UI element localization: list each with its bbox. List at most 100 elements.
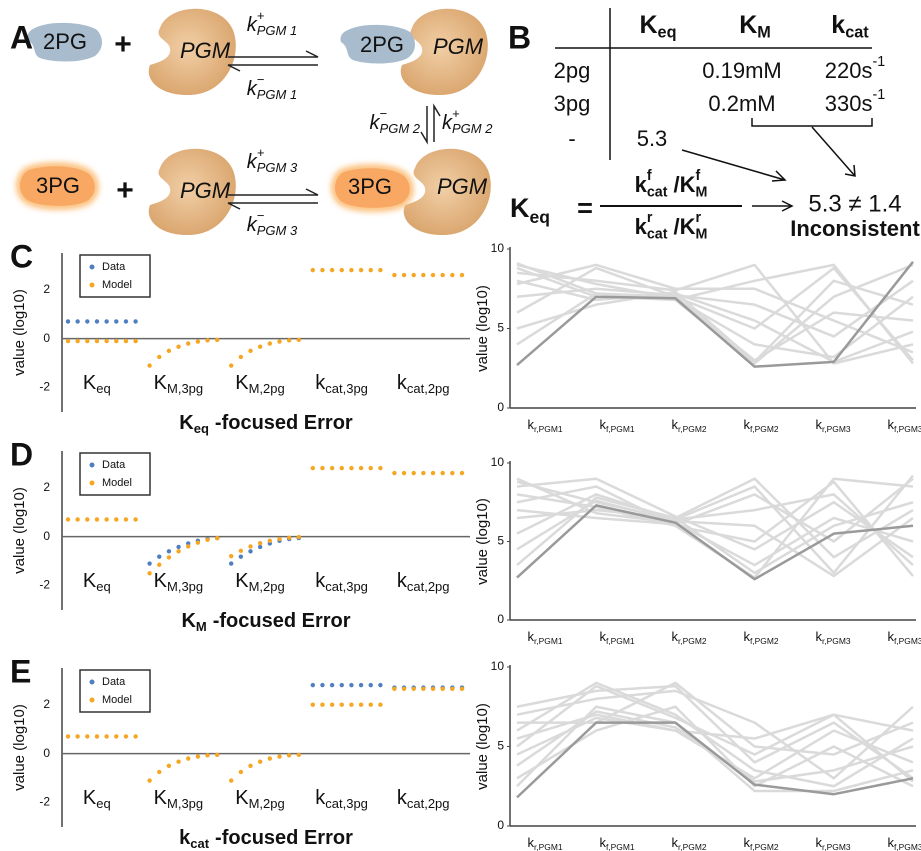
cell: 0.2mM (708, 91, 775, 116)
chart-title: Keq-focused Error (179, 412, 353, 436)
row-label: 3pg (554, 91, 591, 116)
dot (248, 349, 252, 353)
dot (104, 517, 108, 521)
x-tick-label: kf,PGM2 (743, 417, 778, 434)
text-part: + (257, 145, 265, 160)
text-part: k (635, 172, 648, 197)
arrow (228, 51, 318, 57)
dot (311, 683, 315, 687)
x-tick-label: kcat,3pg (315, 787, 368, 811)
x-tick-label: KM,2pg (235, 372, 284, 396)
dot (440, 471, 444, 475)
dot (320, 466, 324, 470)
text-part: k (635, 214, 648, 239)
text-part: f,PGM3 (894, 636, 921, 646)
y-tick-label: 0 (497, 818, 504, 832)
dot (196, 754, 200, 758)
dot (450, 471, 454, 475)
panel-label: D (10, 436, 33, 472)
dot (440, 687, 444, 691)
dot (133, 734, 137, 738)
plus: + (114, 28, 132, 61)
x-tick-label: kcat,2pg (397, 787, 450, 811)
numerator: kfcat/KfM (635, 168, 708, 201)
dot (104, 734, 108, 738)
text-part: PGM 1 (257, 87, 297, 102)
dot (85, 517, 89, 521)
text-part: − (257, 72, 265, 87)
text-part: K (680, 172, 696, 197)
dot (340, 268, 344, 272)
text-part: f,PGM1 (606, 636, 635, 646)
x-tick-label: kr,PGM3 (815, 417, 850, 434)
text-part: PGM 3 (257, 223, 298, 238)
rate-constant: k−PGM 3 (247, 208, 298, 238)
y-tick-label: 10 (491, 455, 505, 469)
dot (359, 683, 363, 687)
dot (95, 339, 99, 343)
dot (75, 517, 79, 521)
dot (258, 541, 262, 545)
y-axis-label: value (log10) (11, 704, 28, 791)
dot (114, 319, 118, 323)
text-part: r (647, 210, 653, 226)
text-part: f,PGM2 (750, 424, 779, 434)
dot (340, 683, 344, 687)
x-tick-label: kf,PGM3 (887, 835, 921, 851)
text-part: M (696, 226, 708, 242)
dot (412, 687, 416, 691)
dot (349, 466, 353, 470)
dot (359, 702, 363, 706)
dot (349, 702, 353, 706)
text-part: PGM 3 (257, 160, 298, 175)
text-part: f (696, 168, 701, 184)
cell: 330s-1 (825, 87, 885, 116)
text-part: K (510, 193, 530, 223)
dot (311, 702, 315, 706)
x-tick-label: kf,PGM1 (599, 629, 634, 646)
text-part: r,PGM1 (534, 842, 563, 851)
x-tick-label: kr,PGM1 (527, 417, 562, 434)
dot (167, 764, 171, 768)
dot (186, 756, 190, 760)
text-part: + (452, 106, 460, 121)
text-part: K (83, 372, 97, 394)
dot (133, 339, 137, 343)
arrow (812, 127, 855, 176)
text-part: − (257, 208, 265, 223)
dot (85, 339, 89, 343)
y-axis-label: value (log10) (11, 487, 28, 574)
dot (392, 273, 396, 277)
x-tick-label: kr,PGM2 (671, 417, 706, 434)
dot (330, 683, 334, 687)
text-part: k (831, 11, 845, 39)
text-part: K (83, 570, 97, 592)
y-tick-label: 10 (491, 241, 505, 255)
dot (311, 268, 315, 272)
y-tick-label: 0 (43, 746, 50, 760)
dot (239, 355, 243, 359)
x-tick-label: kr,PGM3 (815, 835, 850, 851)
dot (369, 268, 373, 272)
dot (114, 339, 118, 343)
dot (157, 355, 161, 359)
dot (440, 273, 444, 277)
dot (239, 554, 243, 558)
dot (104, 319, 108, 323)
x-tick-label: kf,PGM3 (887, 417, 921, 434)
row-label: - (568, 126, 575, 151)
text-part: -focused Error (215, 827, 353, 849)
dot (147, 561, 151, 565)
text-part: f,PGM3 (894, 842, 921, 851)
text-part: eq (96, 796, 110, 811)
rate-constant: k+PGM 2 (442, 106, 493, 136)
text-part: + (257, 8, 265, 23)
dot (95, 734, 99, 738)
text-part: -focused Error (215, 412, 353, 434)
y-tick-label: 0 (497, 400, 504, 414)
x-tick-label: Keq (83, 570, 111, 594)
arrow (228, 203, 318, 209)
text-part: cat (190, 836, 209, 851)
plus: + (116, 174, 134, 207)
y-tick-label: 5 (497, 739, 504, 753)
